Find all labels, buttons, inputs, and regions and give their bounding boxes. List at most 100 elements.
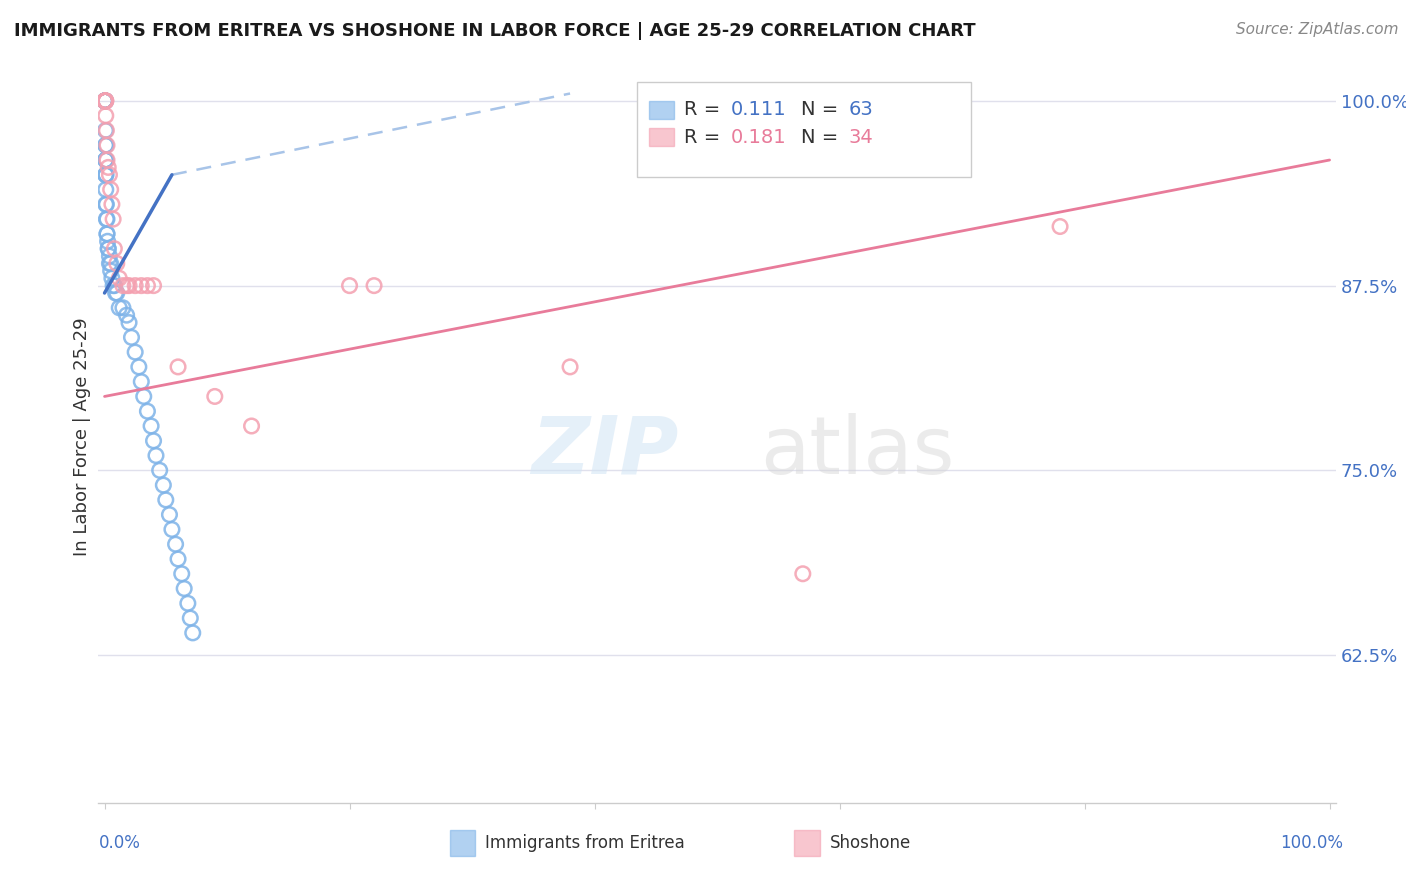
- Point: [101, 271, 124, 285]
- Point: [142, 434, 165, 448]
- Point: [115, 308, 138, 322]
- Point: [94, 94, 117, 108]
- Point: [97, 161, 120, 175]
- Point: [94, 153, 117, 167]
- Text: R =: R =: [683, 128, 725, 146]
- Point: [177, 596, 200, 610]
- Point: [100, 264, 122, 278]
- Point: [100, 183, 122, 197]
- Point: [167, 552, 190, 566]
- Point: [170, 566, 193, 581]
- Point: [97, 235, 120, 249]
- Point: [363, 278, 385, 293]
- Point: [101, 197, 124, 211]
- Point: [118, 278, 141, 293]
- Point: [136, 404, 159, 418]
- Text: 34: 34: [848, 128, 873, 146]
- Y-axis label: In Labor Force | Age 25-29: In Labor Force | Age 25-29: [73, 318, 91, 557]
- Text: atlas: atlas: [761, 413, 955, 491]
- Point: [94, 94, 117, 108]
- Text: 100.0%: 100.0%: [1279, 834, 1343, 852]
- Point: [204, 389, 226, 403]
- Point: [792, 566, 814, 581]
- Point: [240, 419, 263, 434]
- Point: [96, 138, 118, 153]
- Point: [159, 508, 181, 522]
- Point: [118, 316, 141, 330]
- FancyBboxPatch shape: [650, 128, 673, 146]
- Text: 0.111: 0.111: [731, 100, 786, 120]
- Point: [98, 168, 121, 182]
- Point: [149, 463, 172, 477]
- Point: [103, 242, 125, 256]
- Text: Source: ZipAtlas.com: Source: ZipAtlas.com: [1236, 22, 1399, 37]
- Point: [94, 168, 117, 182]
- Point: [94, 153, 117, 167]
- Point: [97, 242, 120, 256]
- Text: N =: N =: [801, 100, 845, 120]
- Text: Immigrants from Eritrea: Immigrants from Eritrea: [485, 834, 685, 852]
- Point: [108, 301, 131, 315]
- Point: [105, 256, 128, 270]
- Point: [98, 249, 121, 263]
- FancyBboxPatch shape: [650, 101, 673, 119]
- Point: [94, 168, 117, 182]
- Point: [121, 330, 143, 344]
- Point: [94, 94, 117, 108]
- Point: [111, 301, 134, 315]
- Point: [108, 271, 131, 285]
- Point: [111, 278, 134, 293]
- Point: [94, 94, 117, 108]
- Point: [94, 109, 117, 123]
- Point: [160, 523, 183, 537]
- Text: IMMIGRANTS FROM ERITREA VS SHOSHONE IN LABOR FORCE | AGE 25-29 CORRELATION CHART: IMMIGRANTS FROM ERITREA VS SHOSHONE IN L…: [14, 22, 976, 40]
- Point: [104, 285, 127, 300]
- Point: [94, 94, 117, 108]
- Point: [96, 227, 118, 241]
- Text: 0.181: 0.181: [731, 128, 786, 146]
- Point: [339, 278, 361, 293]
- Point: [1049, 219, 1071, 234]
- Point: [94, 94, 117, 108]
- Point: [124, 345, 146, 359]
- Point: [139, 419, 162, 434]
- Point: [558, 359, 581, 374]
- Point: [142, 278, 165, 293]
- Text: 63: 63: [848, 100, 873, 120]
- Text: Shoshone: Shoshone: [830, 834, 911, 852]
- Point: [96, 227, 118, 241]
- Point: [94, 94, 117, 108]
- Point: [94, 94, 117, 108]
- Point: [94, 94, 117, 108]
- Point: [96, 153, 118, 167]
- Point: [128, 359, 150, 374]
- Point: [94, 197, 117, 211]
- Text: N =: N =: [801, 128, 845, 146]
- Point: [94, 153, 117, 167]
- Point: [94, 94, 117, 108]
- Point: [94, 94, 117, 108]
- Point: [96, 212, 118, 227]
- Point: [155, 492, 177, 507]
- Point: [94, 138, 117, 153]
- Point: [103, 278, 125, 293]
- Point: [173, 582, 195, 596]
- Point: [94, 94, 117, 108]
- Point: [94, 94, 117, 108]
- Point: [94, 94, 117, 108]
- Point: [132, 389, 155, 403]
- Point: [105, 285, 128, 300]
- Point: [115, 278, 138, 293]
- Point: [181, 625, 204, 640]
- Point: [94, 123, 117, 137]
- Point: [145, 449, 167, 463]
- Point: [94, 94, 117, 108]
- Point: [96, 197, 118, 211]
- Text: ZIP: ZIP: [531, 413, 679, 491]
- Point: [179, 611, 201, 625]
- Point: [100, 256, 122, 270]
- Point: [124, 278, 146, 293]
- Point: [94, 183, 117, 197]
- Point: [129, 375, 152, 389]
- Point: [94, 138, 117, 153]
